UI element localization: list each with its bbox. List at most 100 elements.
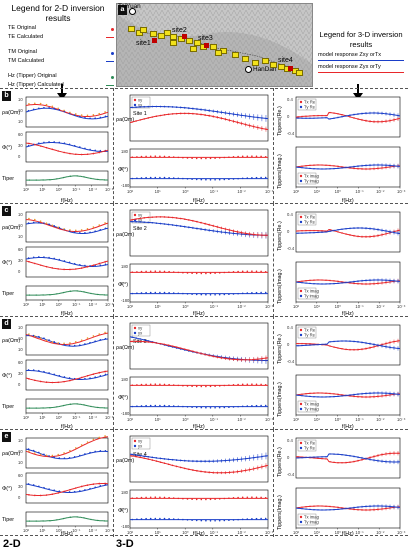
data-point (341, 167, 343, 169)
data-point (341, 116, 343, 118)
data-point (171, 106, 174, 108)
data-point (301, 507, 303, 510)
data-point (337, 282, 339, 285)
data-point (192, 227, 194, 229)
data-point (333, 340, 335, 343)
data-point (94, 149, 96, 152)
legend-entry: Ty Re (304, 105, 316, 110)
data-point (321, 283, 323, 285)
data-point (224, 231, 227, 234)
panel-separator (0, 203, 408, 204)
data-point (45, 339, 48, 342)
data-point (237, 155, 239, 158)
data-point (163, 383, 166, 386)
plot-frame (25, 285, 109, 301)
data-point (365, 458, 367, 460)
data-point (345, 228, 347, 230)
data-point (139, 119, 141, 121)
data-point (373, 112, 375, 114)
data-point (27, 369, 30, 371)
data-point (257, 467, 259, 469)
freq-tick: 10² (23, 415, 30, 420)
freq-tick: 10⁰ (335, 530, 342, 535)
label-3d: 3-D (116, 538, 134, 550)
data-point (333, 395, 335, 398)
freq-tick: 10² (127, 417, 134, 422)
data-point (313, 164, 315, 166)
data-point (264, 176, 267, 179)
data-point (341, 453, 343, 456)
data-point (255, 155, 258, 158)
data-point (63, 109, 65, 112)
data-point (377, 167, 379, 170)
data-point (140, 518, 143, 520)
freq-tick: 10⁻³ (397, 304, 406, 309)
data-point (104, 227, 107, 230)
data-point (232, 358, 235, 361)
station-marker (164, 30, 171, 36)
data-point (353, 395, 355, 398)
data-point (333, 165, 335, 167)
data-point (349, 114, 351, 116)
data-point (84, 377, 86, 380)
panel-letter-a: a (118, 5, 127, 15)
data-point (42, 294, 44, 296)
data-point (264, 383, 267, 386)
data-point (218, 385, 221, 387)
data-point (145, 517, 147, 520)
data-point (255, 496, 258, 499)
data-point (179, 112, 182, 115)
plot-frame (25, 170, 109, 186)
data-point (171, 345, 174, 347)
data-point (301, 344, 303, 347)
data-point (337, 453, 339, 456)
data-point (140, 177, 143, 179)
data-point (155, 460, 158, 462)
data-point (159, 291, 161, 294)
data-point (51, 341, 54, 343)
data-point (257, 126, 259, 129)
axis-label: Tippers(Imag.) (277, 382, 283, 417)
model-curve (295, 164, 401, 170)
data-point (84, 232, 86, 234)
data-point (255, 291, 258, 294)
data-point (353, 280, 355, 283)
data-point (313, 231, 315, 234)
site-label: Site 1 (133, 111, 147, 117)
data-point (155, 216, 158, 218)
data-point (212, 230, 215, 232)
data-point (159, 222, 162, 225)
data-point (79, 232, 81, 234)
data-point (377, 460, 379, 462)
data-point (131, 292, 134, 295)
site-marker (204, 43, 209, 48)
data-point (361, 506, 363, 508)
data-point (57, 107, 60, 110)
freq-tick: 10⁰ (335, 417, 342, 422)
legend-entry: xy (138, 213, 143, 218)
data-point (385, 342, 387, 345)
data-point (389, 341, 391, 344)
legend-entry: xy (138, 439, 143, 444)
data-point (212, 115, 215, 118)
freq-tick: 10⁻³ (397, 530, 406, 535)
data-point (103, 407, 106, 409)
data-point (186, 498, 189, 500)
data-point (84, 116, 86, 119)
data-point (260, 155, 262, 158)
data-point (377, 454, 379, 457)
data-point (321, 457, 323, 460)
data-point (317, 231, 319, 234)
axis-label: Tippers(Imag.) (277, 269, 283, 304)
data-point (53, 107, 55, 110)
legend-swatch (111, 76, 114, 79)
data-point (205, 519, 207, 522)
data-point (143, 105, 146, 108)
data-point (341, 348, 343, 350)
data-point (251, 405, 253, 407)
legend-entry: Tx Re (304, 100, 316, 105)
data-point (53, 224, 55, 227)
tip-tick: -0.4 (287, 359, 295, 364)
data-point (381, 229, 383, 231)
data-point (204, 460, 206, 463)
